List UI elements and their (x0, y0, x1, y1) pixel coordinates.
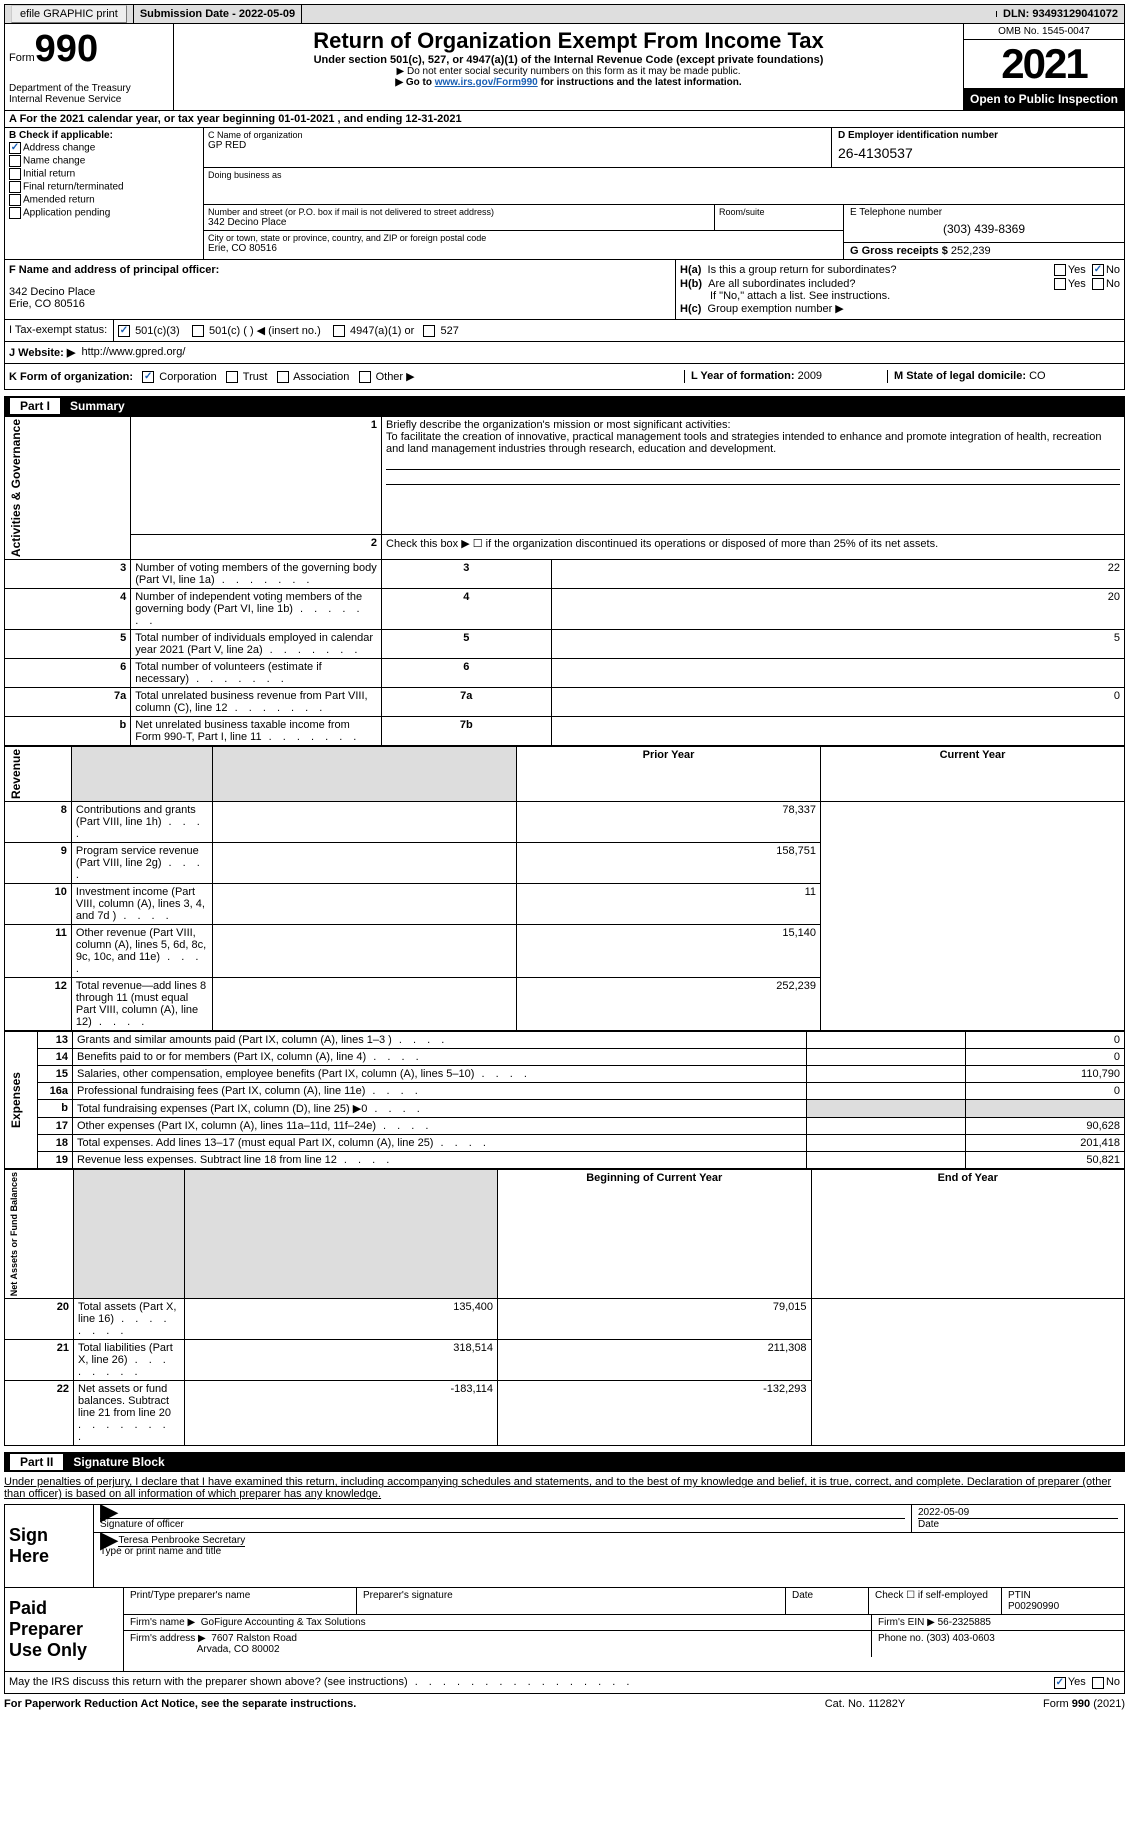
sign-here-block: Sign Here ▶Signature of officer 2022-05-… (4, 1504, 1125, 1588)
open-to-public: Open to Public Inspection (964, 88, 1124, 110)
form-number: Form990 (9, 28, 169, 71)
dept-treasury: Department of the Treasury Internal Reve… (9, 83, 169, 105)
side-revenue: Revenue (9, 749, 23, 799)
discuss-row: May the IRS discuss this return with the… (4, 1672, 1125, 1693)
table-row: 18Total expenses. Add lines 13–17 (must … (5, 1135, 1125, 1152)
officer-label: F Name and address of principal officer: (9, 264, 671, 276)
gross-receipts: G Gross receipts $ 252,239 (844, 243, 1124, 259)
efile-print-button[interactable]: efile GRAPHIC print (11, 5, 127, 23)
mission-label: Briefly describe the organization's miss… (386, 419, 1120, 431)
section-b: B Check if applicable: Address changeNam… (5, 128, 204, 259)
h-a: H(a) Is this a group return for subordin… (680, 264, 1120, 276)
dba-label: Doing business as (208, 170, 1120, 180)
table-row: 12Total revenue—add lines 8 through 11 (… (5, 978, 1125, 1031)
submission-date: Submission Date - 2022-05-09 (134, 5, 302, 23)
table-row: bTotal fundraising expenses (Part IX, co… (5, 1100, 1125, 1118)
phone-label: E Telephone number (850, 207, 1118, 218)
table-row: 11Other revenue (Part VIII, column (A), … (5, 925, 1125, 978)
checkbox-option[interactable]: Name change (9, 155, 199, 167)
city-value: Erie, CO 80516 (208, 243, 839, 254)
ein-label: D Employer identification number (838, 130, 1118, 141)
expense-table: Expenses13Grants and similar amounts pai… (4, 1031, 1125, 1169)
summary-table: Activities & Governance 1 Briefly descri… (4, 416, 1125, 746)
checkbox-option[interactable]: Initial return (9, 168, 199, 180)
ssn-note: ▶ Do not enter social security numbers o… (178, 66, 959, 77)
phone-value: (303) 439-8369 (850, 218, 1118, 240)
topbar: efile GRAPHIC print Submission Date - 20… (4, 4, 1125, 24)
part-1-header: Part ISummary (4, 396, 1125, 416)
revenue-table: Revenue Prior Year Current Year 8Contrib… (4, 746, 1125, 1031)
table-row: 7aTotal unrelated business revenue from … (5, 688, 1125, 717)
city-label: City or town, state or province, country… (208, 233, 839, 243)
h-b-note: If "No," attach a list. See instructions… (680, 290, 1120, 302)
table-row: 20Total assets (Part X, line 16) . . . .… (5, 1299, 1125, 1340)
org-info-block: B Check if applicable: Address changeNam… (4, 128, 1125, 260)
table-row: 21Total liabilities (Part X, line 26) . … (5, 1340, 1125, 1381)
period-row: A For the 2021 calendar year, or tax yea… (4, 111, 1125, 128)
declaration-text: Under penalties of perjury, I declare th… (4, 1472, 1125, 1504)
checkbox-option[interactable]: Amended return (9, 194, 199, 206)
tax-year: 2021 (964, 40, 1124, 88)
table-row: 6Total number of volunteers (estimate if… (5, 659, 1125, 688)
table-row: 4Number of independent voting members of… (5, 589, 1125, 630)
street-value: 342 Decino Place (208, 217, 710, 228)
street-label: Number and street (or P.O. box if mail i… (208, 207, 710, 217)
officer-group-block: F Name and address of principal officer:… (4, 260, 1125, 320)
omb-number: OMB No. 1545-0047 (964, 24, 1124, 40)
officer-addr1: 342 Decino Place (9, 286, 671, 298)
org-name-label: C Name of organization (208, 130, 827, 140)
table-row: 5Total number of individuals employed in… (5, 630, 1125, 659)
form-header: Form990 Department of the Treasury Inter… (4, 24, 1125, 111)
table-row: bNet unrelated business taxable income f… (5, 717, 1125, 746)
org-name: GP RED (208, 140, 827, 151)
h-b: H(b) Are all subordinates included? Yes … (680, 278, 1120, 290)
bottom-row: For Paperwork Reduction Act Notice, see … (4, 1694, 1125, 1714)
mission-text: To facilitate the creation of innovative… (386, 431, 1120, 455)
room-label: Room/suite (714, 205, 843, 230)
website-label: J Website: ▶ (9, 346, 75, 359)
table-row: 14Benefits paid to or for members (Part … (5, 1049, 1125, 1066)
tax-status-row: I Tax-exempt status: 501(c)(3) 501(c) ( … (4, 320, 1125, 342)
form-title: Return of Organization Exempt From Incom… (178, 28, 959, 54)
table-row: 9Program service revenue (Part VIII, lin… (5, 843, 1125, 884)
form-org-row: K Form of organization: Corporation Trus… (4, 364, 1125, 390)
side-netassets: Net Assets or Fund Balances (9, 1172, 19, 1296)
part-2-header: Part IISignature Block (4, 1452, 1125, 1472)
table-row: 15Salaries, other compensation, employee… (5, 1066, 1125, 1083)
officer-addr2: Erie, CO 80516 (9, 298, 671, 310)
form-subtitle: Under section 501(c), 527, or 4947(a)(1)… (178, 54, 959, 66)
table-row: 22Net assets or fund balances. Subtract … (5, 1381, 1125, 1446)
checkbox-option[interactable]: Address change (9, 142, 199, 154)
website-row: J Website: ▶ http://www.gpred.org/ (4, 342, 1125, 364)
table-row: 3Number of voting members of the governi… (5, 560, 1125, 589)
website-value[interactable]: http://www.gpred.org/ (81, 346, 185, 359)
table-row: 17Other expenses (Part IX, column (A), l… (5, 1118, 1125, 1135)
checkbox-option[interactable]: Application pending (9, 207, 199, 219)
table-row: 19Revenue less expenses. Subtract line 1… (5, 1152, 1125, 1169)
table-row: Expenses13Grants and similar amounts pai… (5, 1032, 1125, 1049)
instructions-note: ▶ Go to www.irs.gov/Form990 for instruct… (178, 77, 959, 88)
table-row: 16aProfessional fundraising fees (Part I… (5, 1083, 1125, 1100)
h-c: H(c) Group exemption number ▶ (680, 302, 1120, 315)
table-row: 10Investment income (Part VIII, column (… (5, 884, 1125, 925)
paid-preparer-block: Paid Preparer Use Only Print/Type prepar… (4, 1588, 1125, 1672)
irs-link[interactable]: www.irs.gov/Form990 (435, 77, 538, 88)
side-activities: Activities & Governance (9, 419, 23, 557)
dln: DLN: 93493129041072 (997, 5, 1124, 23)
table-row: 8Contributions and grants (Part VIII, li… (5, 802, 1125, 843)
netassets-table: Net Assets or Fund Balances Beginning of… (4, 1169, 1125, 1446)
checkbox-option[interactable]: Final return/terminated (9, 181, 199, 193)
ein-value: 26-4130537 (838, 141, 1118, 165)
